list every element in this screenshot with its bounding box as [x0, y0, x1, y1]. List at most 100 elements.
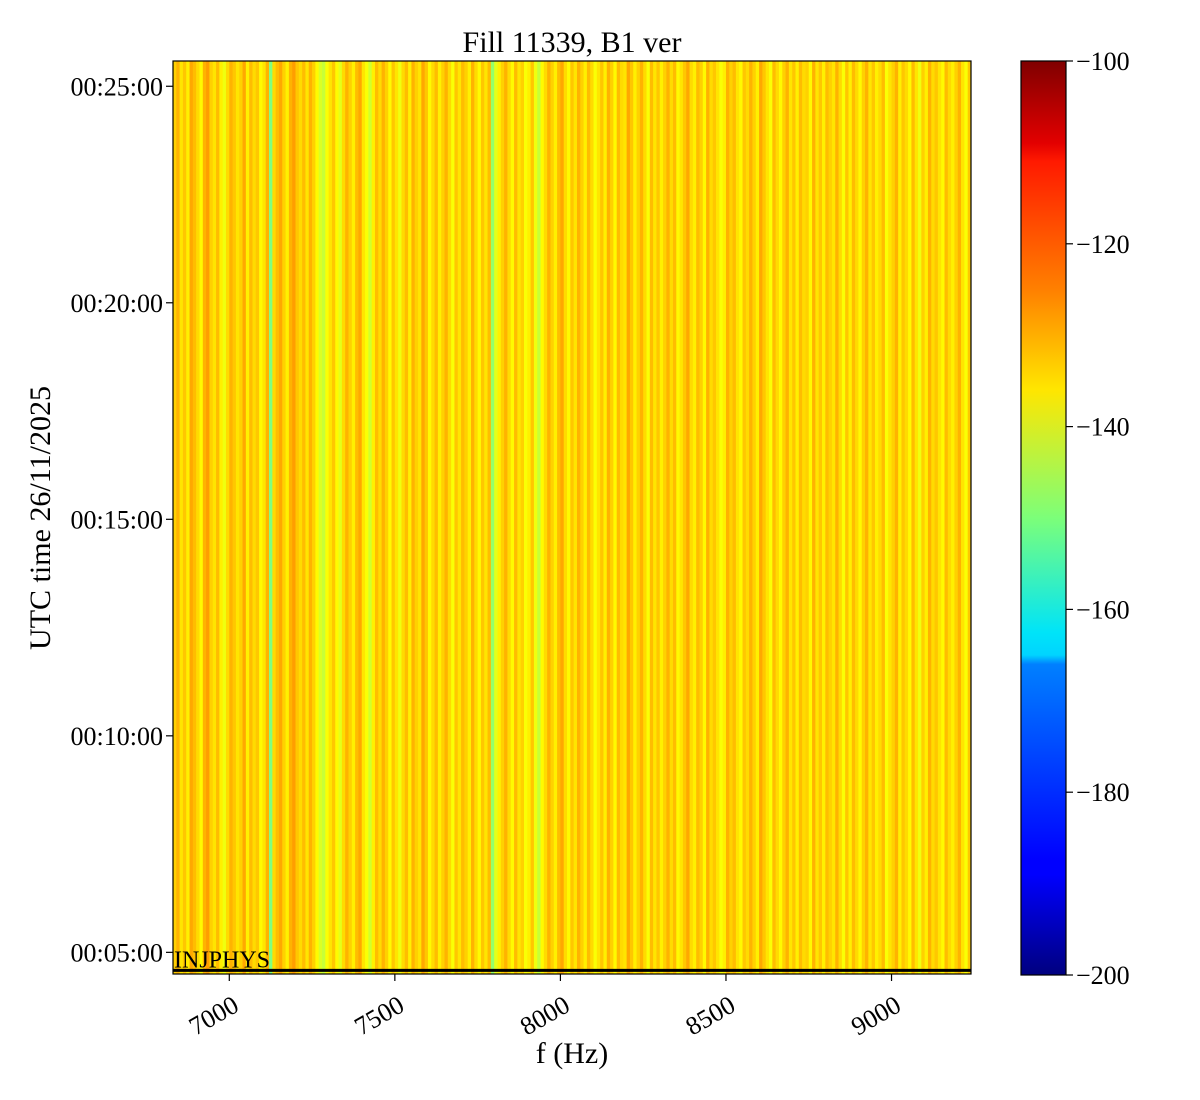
plot-frame [172, 60, 972, 975]
heatmap-stripe [530, 61, 535, 974]
heatmap-stripe [573, 61, 578, 974]
heatmap-stripe [365, 61, 369, 974]
heatmap-stripe [527, 61, 532, 974]
heatmap-stripe [216, 61, 220, 974]
heatmap-stripe [199, 61, 204, 974]
heatmap-stripe [355, 61, 360, 974]
heatmap-stripe [825, 61, 830, 974]
heatmap-stripe [712, 61, 717, 974]
heatmap-stripe [629, 61, 634, 974]
heatmap-stripe [891, 61, 896, 974]
x-tick-label: 7000 [184, 990, 244, 1041]
heatmap-stripe [335, 61, 340, 974]
heatmap-stripe [845, 61, 850, 974]
heatmap-stripe [361, 61, 366, 974]
heatmap-stripe [696, 61, 701, 974]
heatmap-stripe [232, 61, 237, 974]
heatmap-stripe [725, 61, 730, 974]
heatmap-stripe [523, 61, 528, 974]
heatmap-stripe [934, 61, 939, 974]
heatmap-stripe [808, 61, 813, 974]
heatmap-stripe [997, 61, 1001, 974]
heatmap-stripe [931, 61, 936, 974]
injphys-label: INJPHYS [174, 947, 270, 973]
heatmap-stripe [474, 61, 479, 974]
heatmap-stripe [769, 61, 773, 974]
heatmap-stripe [656, 61, 661, 974]
heatmap-stripe [269, 61, 273, 974]
heatmap-stripe [785, 61, 790, 974]
heatmap-stripe [984, 61, 988, 974]
heatmap-stripe [229, 61, 234, 974]
heatmap-stripe [557, 61, 562, 974]
heatmap-stripe [1004, 61, 1008, 974]
heatmap-stripe [742, 61, 747, 974]
heatmap-stripe [994, 61, 998, 974]
heatmap-stripe [798, 61, 803, 974]
x-tick-label: 7500 [350, 990, 410, 1041]
heatmap-stripe [805, 61, 810, 974]
heatmap-stripe [192, 61, 197, 974]
heatmap-stripe [828, 61, 833, 974]
colorbar-axis: −100 −120 −140 −160 −180 −200 [1066, 47, 1130, 990]
heatmap-stripe [941, 61, 946, 974]
heatmap-stripe [686, 61, 691, 974]
heatmap-stripe [497, 61, 502, 974]
heatmap-stripe [454, 61, 459, 974]
heatmap-stripe [576, 61, 581, 974]
heatmap-stripe [802, 61, 807, 974]
heatmap-stripe [699, 61, 704, 974]
heatmap-stripe [295, 61, 300, 974]
heatmap-stripe [593, 61, 598, 974]
heatmap-stripe [285, 61, 290, 974]
chart-title: Fill 11339, B1 ver [463, 26, 682, 59]
heatmap-stripe [391, 61, 396, 974]
colorbar-tick-label: −100 [1076, 47, 1130, 76]
heatmap-stripe [759, 61, 763, 974]
heatmap-stripe [874, 61, 879, 974]
heatmap-stripe [988, 61, 992, 974]
heatmap-stripe [567, 61, 571, 974]
heatmap-stripe [560, 61, 565, 974]
heatmap-stripe [610, 61, 614, 974]
heatmap-stripe [871, 61, 876, 974]
heatmap-stripe [894, 61, 899, 974]
heatmap-stripe [838, 61, 843, 974]
heatmap-stripe [322, 61, 326, 974]
heatmap-stripe [514, 61, 518, 974]
heatmap-stripe [504, 61, 509, 974]
heatmap-stripe [947, 61, 952, 974]
heatmap-stripe [312, 61, 316, 974]
heatmap-stripe [189, 61, 194, 974]
colorbar-tick-label: −180 [1076, 778, 1130, 807]
heatmap-stripe [606, 61, 611, 974]
heatmap-stripe [461, 61, 465, 974]
heatmap-stripe [911, 61, 916, 974]
heatmap-stripe [835, 61, 840, 974]
heatmap-stripe [351, 61, 356, 974]
heatmap-stripe [358, 61, 363, 974]
heatmap-stripe [431, 61, 436, 974]
heatmap-stripe [202, 61, 207, 974]
heatmap-stripe [275, 61, 280, 974]
heatmap-stripe [242, 61, 247, 974]
heatmap-stripe [858, 61, 863, 974]
heatmap-stripe [851, 61, 856, 974]
heatmap-stripe [1007, 61, 1011, 974]
heatmap-stripe [620, 61, 624, 974]
heatmap-stripe [209, 61, 214, 974]
heatmap-stripe [729, 61, 734, 974]
heatmap-stripe [716, 61, 720, 974]
heatmap-stripe [818, 61, 823, 974]
heatmap-stripe [421, 61, 426, 974]
heatmap-stripe [951, 61, 956, 974]
heatmap-stripe [643, 61, 648, 974]
heatmap-stripe [649, 61, 654, 974]
heatmap-stripe [510, 61, 515, 974]
heatmap-stripe [331, 61, 336, 974]
heatmap-stripe [719, 61, 724, 974]
heatmap-stripe [222, 61, 227, 974]
heatmap-stripe [543, 61, 548, 974]
heatmap-stripe [978, 61, 982, 974]
